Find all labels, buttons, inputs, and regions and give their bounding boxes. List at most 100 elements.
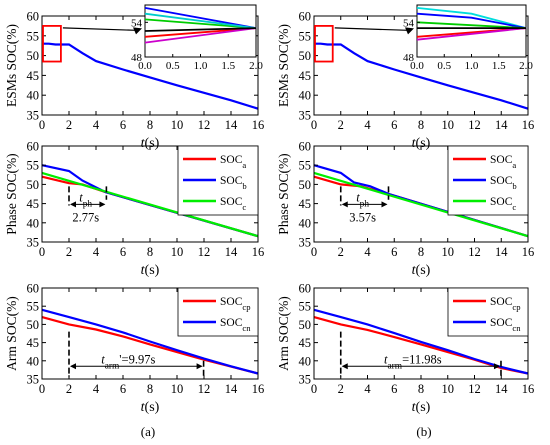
annotation-value: 3.57s (349, 210, 376, 224)
y-tick-label: 45 (27, 197, 40, 211)
legend-label-main: SOC (220, 175, 243, 187)
legend-label: SOCa (220, 154, 246, 170)
x-tick-label: 6 (120, 118, 126, 132)
chart-a1: 0 2 4 6 8 10 12 14 16 35 40 45 50 55 60 ESMs SOC(%) t(s)… (4, 4, 265, 151)
series-line-b2-2 (313, 171, 529, 238)
x-axis-label-unit: (s) (145, 400, 160, 415)
x-tick-label: 10 (442, 118, 455, 132)
inset-x-tick-label: 0.5 (166, 60, 180, 72)
annotation-symbol-main: t (356, 190, 360, 204)
y-axis-label: Arm SOC(%) (4, 296, 19, 371)
legend-label-sub: cn (242, 323, 251, 333)
x-tick-label: 4 (93, 382, 100, 396)
x-tick-label: 14 (225, 118, 238, 132)
y-tick-label: 40 (27, 89, 40, 103)
inset-x-tick-label: 0.0 (138, 60, 152, 72)
annotation-label: tarm=11.98s (384, 352, 442, 371)
x-tick-label: 14 (225, 382, 238, 396)
x-tick-label: 16 (252, 118, 265, 132)
y-tick-label: 60 (299, 282, 312, 296)
x-axis-label-unit: (s) (145, 263, 160, 278)
x-tick-label: 6 (391, 245, 397, 259)
y-axis-label: Phase SOC(%) (276, 153, 291, 234)
y-tick-label: 60 (299, 10, 312, 24)
inset-y-tick-label: 48 (131, 52, 143, 64)
x-tick-label: 14 (495, 382, 508, 396)
x-tick-label: 2 (66, 118, 72, 132)
legend-label: SOCb (220, 175, 247, 191)
legend-label-sub: a (242, 160, 246, 170)
x-tick-label: 4 (364, 245, 371, 259)
legend-label: SOCcp (220, 296, 251, 312)
annotation-symbol: tph (79, 190, 92, 209)
x-tick-label: 16 (522, 245, 535, 259)
y-tick-label: 50 (299, 178, 312, 192)
arrow-head-right (493, 363, 500, 370)
x-tick-label: 6 (120, 245, 126, 259)
y-tick-label: 45 (299, 336, 312, 350)
x-tick-label: 16 (252, 382, 265, 396)
y-tick-label: 55 (299, 300, 312, 314)
arrow-head-left (70, 363, 76, 370)
x-axis-label: t(s) (141, 263, 160, 278)
annotation-symbol-main: t (79, 190, 83, 204)
duration-annotation: tarm=11.98s (339, 331, 502, 378)
x-tick-label: 6 (391, 382, 397, 396)
y-tick-label: 35 (299, 373, 312, 387)
x-axis-label-var: t (412, 400, 417, 415)
legend-label: SOCcp (490, 296, 521, 312)
legend-label-main: SOC (490, 175, 513, 187)
y-tick-label: 35 (27, 373, 40, 387)
inset-x-tick-label: 0.0 (410, 60, 424, 72)
inset-x-tick-label: 0.5 (437, 60, 451, 72)
series-line-b3-1 (313, 308, 529, 375)
legend-label-main: SOC (220, 196, 243, 208)
inset-x-tick-label: 1.5 (221, 60, 235, 72)
zoom-arrow-line (334, 27, 409, 31)
x-tick-label: 8 (147, 245, 153, 259)
x-tick-label: 10 (442, 382, 455, 396)
x-tick-label: 14 (495, 245, 508, 259)
x-axis-label: t(s) (412, 263, 431, 278)
legend-label: SOCcn (220, 317, 251, 333)
y-tick-label: 40 (27, 354, 40, 368)
legend-label-main: SOC (220, 296, 243, 308)
zoom-region-box (42, 24, 62, 63)
inset-series-line-2 (144, 18, 257, 29)
x-axis-label-var: t (141, 136, 146, 151)
legend-label: SOCa (490, 154, 516, 170)
y-axis-label: Phase SOC(%) (4, 153, 19, 234)
y-tick-label: 45 (27, 69, 40, 83)
x-tick-label: 0 (39, 382, 45, 396)
x-tick-label: 2 (338, 382, 344, 396)
annotation-symbol: tph (356, 190, 369, 209)
legend-label-main: SOC (220, 154, 243, 166)
x-tick-label: 0 (39, 118, 45, 132)
y-tick-label: 40 (299, 354, 312, 368)
x-tick-label: 10 (442, 245, 455, 259)
caption-a: (a) (141, 424, 155, 439)
annotation-label-suffix: '=9.97s (119, 352, 155, 366)
y-tick-label: 40 (27, 216, 40, 230)
x-tick-label: 6 (120, 382, 126, 396)
x-tick-label: 8 (418, 382, 424, 396)
y-axis-label: Arm SOC(%) (276, 296, 291, 371)
x-tick-label: 16 (522, 118, 535, 132)
x-tick-label: 14 (225, 245, 238, 259)
legend-label-main: SOC (220, 317, 243, 329)
legend-label-sub: cn (512, 323, 521, 333)
y-axis-label: ESMs SOC(%) (276, 24, 291, 107)
arrow-head-right (381, 201, 388, 208)
x-axis-label: t(s) (141, 136, 160, 151)
x-axis-label-var: t (141, 263, 146, 278)
inset-y-tick-label: 48 (403, 52, 415, 64)
legend-label-sub: b (512, 181, 516, 191)
x-tick-label: 8 (418, 118, 424, 132)
x-tick-label: 8 (418, 245, 424, 259)
x-tick-label: 8 (147, 382, 153, 396)
